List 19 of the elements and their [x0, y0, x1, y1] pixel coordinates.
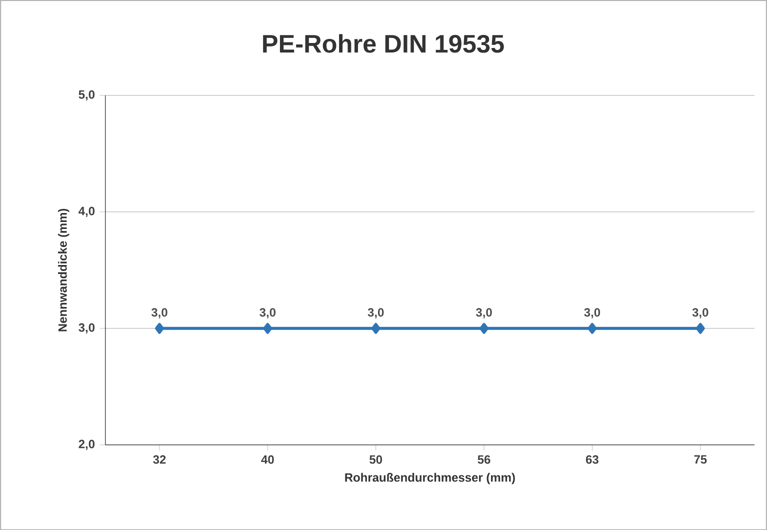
data-label: 3,0 [368, 308, 384, 318]
x-tick-label: 63 [586, 455, 598, 464]
x-tick-label: 32 [153, 455, 166, 464]
x-tick-label: 75 [694, 455, 707, 464]
y-tick-label: 2,0 [78, 440, 95, 450]
y-axis-title: Nennwanddicke (mm) [58, 208, 70, 332]
x-tick-label: 56 [478, 455, 490, 464]
data-label: 3,0 [151, 308, 168, 318]
y-tick-label: 5,0 [78, 90, 95, 100]
x-tick-label: 40 [261, 455, 274, 464]
y-tick-label: 4,0 [78, 206, 95, 217]
data-label: 3,0 [584, 308, 600, 318]
chart-title: PE-Rohre DIN 19535 [263, 34, 504, 53]
data-label: 3,0 [260, 308, 276, 318]
x-axis-title: Rohraußendurchmesser (mm) [345, 472, 515, 484]
x-tick-label: 50 [370, 455, 382, 464]
data-label: 3,0 [692, 308, 708, 318]
y-tick-label: 3,0 [78, 323, 95, 334]
data-label: 3,0 [476, 308, 492, 318]
